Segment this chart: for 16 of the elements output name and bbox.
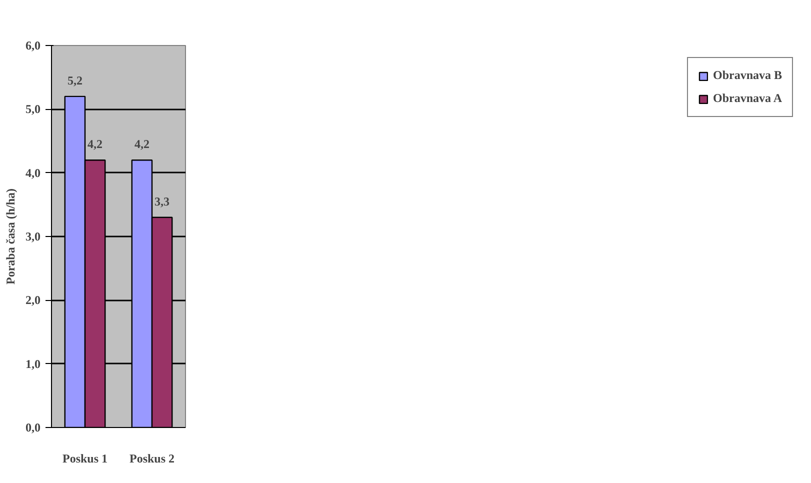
data-label: 4,2: [134, 137, 150, 152]
y-tick-label: 3,0: [26, 230, 40, 244]
y-axis-title: Poraba časa (h/ha): [4, 188, 18, 284]
y-tick-label: 4,0: [26, 166, 40, 180]
y-tick-label: 5,0: [26, 102, 40, 116]
legend-label: Obravnava B: [712, 68, 782, 83]
x-tick-label: Poskus 1: [62, 452, 108, 466]
legend-label: Obravnava A: [712, 91, 782, 106]
y-tick-label: 0,0: [26, 420, 40, 434]
data-label: 5,2: [67, 73, 82, 88]
data-label: 4,2: [88, 137, 103, 152]
y-tick-label: 6,0: [26, 38, 40, 52]
x-tick-label: Poskus 2: [129, 452, 175, 466]
data-label: 3,3: [154, 194, 170, 208]
y-tick-label: 1,0: [26, 356, 40, 371]
y-tick-label: 2,0: [26, 293, 40, 308]
